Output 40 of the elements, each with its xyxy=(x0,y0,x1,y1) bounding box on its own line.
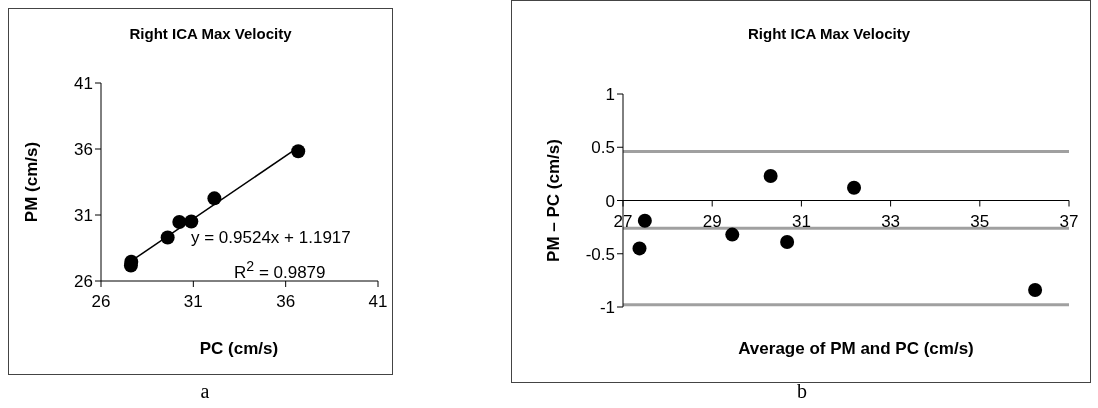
y-tick-label: 1 xyxy=(605,85,615,105)
text: b xyxy=(796,380,808,403)
y-tick-label: 0 xyxy=(605,191,615,211)
x-axis-title: PC (cm/s) xyxy=(198,339,280,359)
point xyxy=(763,169,778,184)
point xyxy=(637,213,652,228)
y-tick-label: 36 xyxy=(74,140,93,160)
x-axis-title: Average of PM and PC (cm/s) xyxy=(737,339,975,359)
x-tick-label: 35 xyxy=(970,211,990,231)
x-tick-label: 41 xyxy=(368,292,388,311)
annotation: R$^{2}$ = 0.9879 xyxy=(234,258,326,283)
point xyxy=(1028,282,1043,297)
point xyxy=(160,230,175,245)
y-axis-title: PM (cm/s) xyxy=(22,141,42,223)
x-tick-label: 36 xyxy=(276,292,296,311)
x-tick-label: 31 xyxy=(791,211,811,231)
point xyxy=(847,180,862,195)
text: a xyxy=(199,380,211,403)
x-tick-label: 29 xyxy=(702,211,722,231)
y-tick-label: -1 xyxy=(599,298,615,318)
point xyxy=(632,241,647,256)
x-tick-label: 33 xyxy=(881,211,901,231)
point xyxy=(172,215,187,229)
y-tick-label: 26 xyxy=(74,272,93,292)
x-tick-label: 37 xyxy=(1059,211,1079,231)
x-tick-label: 26 xyxy=(91,292,111,311)
y-tick-label: 0.5 xyxy=(591,138,615,158)
x-tick-label: 27 xyxy=(613,211,633,231)
chart-title: Right ICA Max Velocity xyxy=(747,25,911,42)
y-tick-label: -0.5 xyxy=(585,244,615,264)
point xyxy=(725,227,740,242)
chart-title: Right ICA Max Velocity xyxy=(128,25,293,42)
point xyxy=(184,214,199,229)
point xyxy=(780,235,795,250)
y-axis-title: PM – PC (cm/s) xyxy=(544,139,564,262)
annotation: y = 0.9524x + 1.1917 xyxy=(191,228,351,248)
x-tick-label: 31 xyxy=(183,292,203,311)
y-tick-label: 41 xyxy=(74,74,93,94)
point xyxy=(291,144,306,159)
point xyxy=(207,191,222,206)
